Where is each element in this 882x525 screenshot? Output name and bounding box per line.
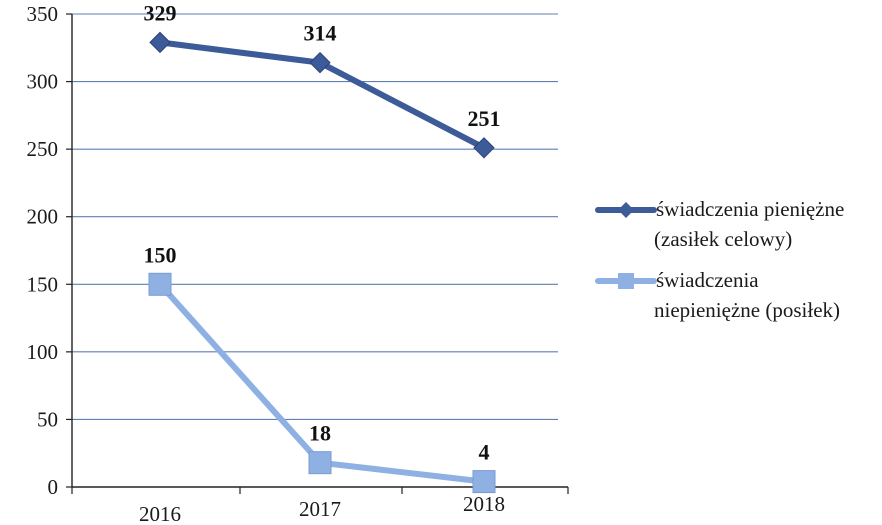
data-label: 4 [479, 440, 490, 465]
legend-label-line: niepieniężne (posiłek) [654, 298, 840, 322]
data-label: 18 [309, 421, 331, 446]
y-tick-label: 100 [27, 340, 59, 364]
legend: świadczenia pieniężne (zasiłek celowy)świ… [595, 197, 844, 322]
y-tick-label: 200 [27, 205, 59, 229]
y-tick-label: 150 [27, 272, 59, 296]
x-tick-label: 2017 [299, 497, 341, 521]
data-point-marker [308, 451, 332, 475]
legend-label-line: (zasiłek celowy) [654, 227, 792, 251]
legend-label-line: świadczenia [656, 268, 759, 292]
y-tick-label: 0 [48, 475, 59, 499]
y-tick-label: 300 [27, 70, 59, 94]
series-group [148, 31, 496, 494]
data-labels: 329 314 251 150 18 4 [144, 0, 501, 464]
gridlines [72, 13, 558, 420]
legend-label: świadczenia pieniężne (zasiłek celowy) [654, 197, 844, 251]
y-tick-label: 250 [27, 137, 59, 161]
y-tick-label: 50 [37, 407, 58, 431]
data-point-marker [148, 272, 172, 296]
data-point-marker [472, 470, 496, 494]
data-label: 314 [304, 21, 337, 46]
data-label: 329 [144, 0, 177, 25]
legend-label-line: świadczenia pieniężne [656, 197, 844, 221]
data-label: 251 [468, 106, 501, 131]
legend-swatch-marker [618, 273, 634, 289]
legend-swatch-marker [618, 202, 634, 218]
y-axis-ticks: 0 50 100 150 200 250 300 350 [27, 2, 72, 499]
x-tick-label: 2016 [139, 502, 181, 525]
y-tick-label: 350 [27, 2, 59, 26]
data-label: 150 [144, 242, 177, 267]
legend-label: świadczenia niepieniężne (posiłek) [654, 268, 840, 322]
data-point-marker [149, 31, 171, 54]
x-tick-label: 2018 [463, 492, 505, 516]
x-axis-ticks: 2016 2017 2018 [71, 487, 569, 525]
data-point-marker [473, 137, 495, 159]
data-point-marker [309, 51, 331, 74]
